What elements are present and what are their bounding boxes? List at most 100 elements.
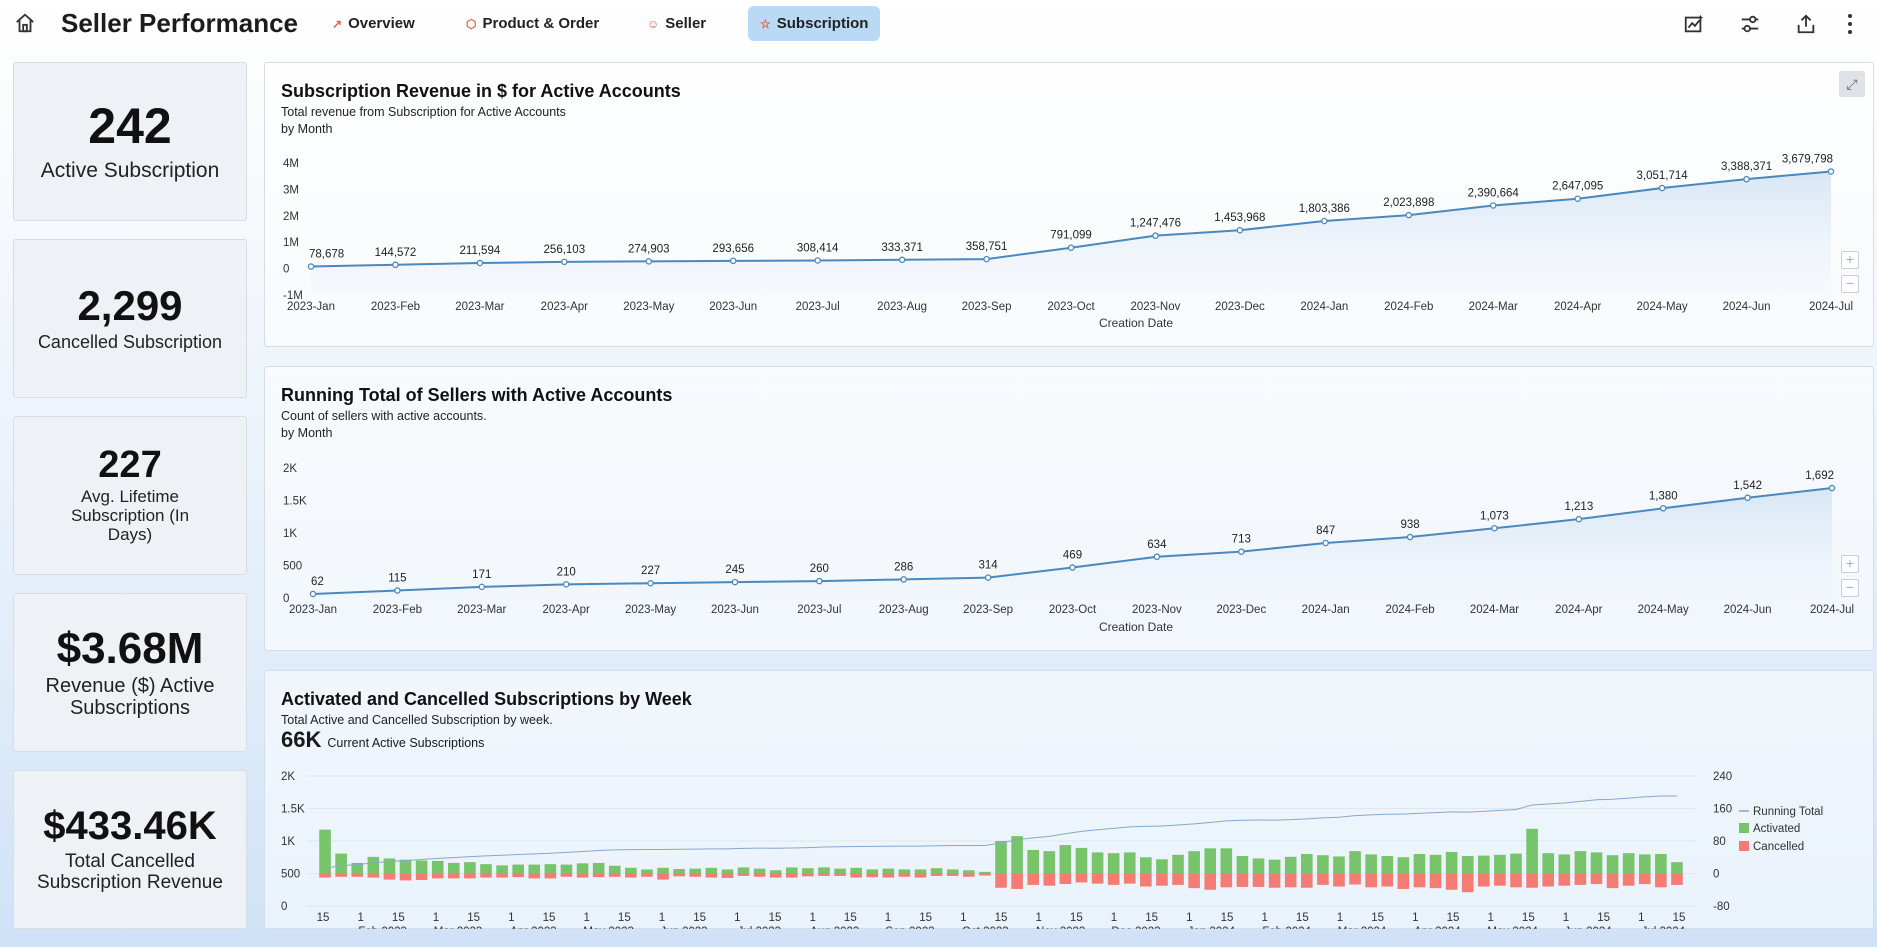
kpi-value: 242 [88,97,172,154]
activated-bar [1059,845,1072,874]
data-point [1153,553,1161,561]
cancelled-bar [769,873,782,878]
kpi-label: Active Subscription [40,158,220,182]
expand-icon[interactable]: ⤢ [1839,71,1865,97]
revenue-line-chart: 4M 3M 2M 1M 0 -1M 78,678 2023-Jan 144,572 2023-Fe… [283,153,1853,313]
activated-bar [335,853,347,874]
x-tick-day: 15 [1522,912,1535,924]
activated-bar [528,864,541,874]
activated-bar [1349,851,1361,874]
tab-label: Seller [665,15,707,32]
x-tick-day: 1 [1186,912,1192,924]
zoom-out-icon[interactable]: − [1841,275,1859,293]
activated-bar [625,867,637,874]
x-tick-label: 2024-Jul [1810,604,1854,616]
activated-bar [1397,857,1410,874]
data-label: 1,380 [1649,490,1678,502]
right-y-tick: 160 [1713,804,1732,816]
revenue-panel: Subscription Revenue in $ for Active Acc… [264,62,1874,347]
data-label: 62 [311,576,324,588]
cancelled-bar [608,873,621,877]
x-tick-day: 1 [1035,912,1041,924]
data-label: 713 [1232,534,1251,546]
x-tick-day: 15 [919,912,932,924]
x-tick-day: 15 [543,912,556,924]
data-label: 144,572 [375,247,417,259]
zoom-in-icon[interactable]: + [1841,251,1859,269]
x-tick-label: 2024-Feb [1385,604,1434,616]
tab-product-order[interactable]: ⬡ Product & Order [454,6,611,41]
badge-icon: ☆ [760,16,771,31]
y-tick-label: 0 [283,264,289,276]
x-tick-label: 2023-Mar [457,604,506,616]
data-label: 2,023,898 [1383,197,1434,209]
activated-bar [1574,851,1587,874]
x-tick-month: Feb 2023 [358,926,407,929]
cancelled-bar [1300,873,1313,888]
data-point [1491,525,1498,532]
home-icon[interactable] [12,10,38,36]
tab-label: Subscription [776,15,869,32]
x-tick-label: 2024-Mar [1469,301,1518,313]
share-icon[interactable] [1792,10,1820,38]
cancelled-bar [1107,873,1120,885]
data-label: 3,679,798 [1782,153,1833,165]
cancelled-bar [866,873,879,878]
panel-subtitle: Count of sellers with active accounts. [281,409,487,423]
x-tick-label: 2023-Apr [543,604,590,616]
tab-seller[interactable]: ☺ Seller [635,6,718,41]
cancelled-bar [1011,873,1023,889]
activated-bar [963,870,975,874]
data-point [816,577,823,585]
data-label: 2,647,095 [1552,181,1603,193]
x-tick-label: 2024-Jun [1723,301,1771,313]
cancelled-bar [431,873,444,879]
cancelled-bar [689,873,702,877]
x-tick-label: 2024-Apr [1555,604,1602,616]
sellers-line-chart: 2K 1.5K 1K 500 0 62 2023-Jan 115 2023-Feb 171 2023… [283,463,1854,616]
cancelled-bar [319,873,331,878]
cancelled-bar [351,873,364,877]
zoom-out-icon[interactable]: − [1841,579,1859,597]
x-tick-label: 2024-Jun [1724,604,1772,616]
data-point [984,574,992,581]
data-point [1321,217,1328,225]
filter-sliders-icon[interactable] [1736,10,1764,38]
cancelled-bar [1606,873,1619,889]
kpi-cancelled-revenue: $433.46K Total Cancelled Subscription Re… [13,770,247,929]
cancelled-bar [1204,873,1217,890]
zoom-in-icon[interactable]: + [1841,555,1859,573]
more-vertical-icon[interactable] [1836,10,1864,38]
activated-bar [1558,854,1571,874]
data-point [309,590,317,598]
right-y-tick: 240 [1713,771,1732,783]
data-point [898,256,906,264]
kpi-revenue-active: $3.68M Revenue ($) Active Subscriptions [13,593,247,752]
activated-bar [898,869,911,874]
data-point [1828,484,1836,492]
x-tick-label: 2023-Jun [711,604,759,616]
data-point [729,257,737,265]
x-axis-label: Creation Date [1098,620,1174,634]
tab-overview[interactable]: ↗ Overview [320,6,427,41]
x-tick-label: 2024-Feb [1384,301,1433,313]
x-tick-label: 2023-Jun [709,301,757,313]
x-tick-label: 2023-Sep [963,604,1013,616]
cancelled-bar [560,873,573,877]
cancelled-bar [496,873,508,878]
cancelled-bar [1590,873,1603,885]
y-tick-label: 1M [283,237,299,249]
activated-bar [818,867,830,874]
x-tick-month: May 2023 [583,926,634,929]
x-tick-day: 1 [357,912,363,924]
x-tick-label: 2023-Feb [371,301,420,313]
tab-subscription[interactable]: ☆ Subscription [748,6,881,41]
activated-bar [1381,856,1394,874]
x-tick-label: 2023-Dec [1215,301,1265,313]
cancelled-bar [544,873,557,879]
insights-icon[interactable] [1680,10,1708,38]
x-tick-day: 15 [1371,912,1384,924]
cancelled-bar [1429,873,1442,889]
kpi-active-subscription: 242 Active Subscription [13,62,247,221]
cancelled-bar [1478,873,1490,887]
